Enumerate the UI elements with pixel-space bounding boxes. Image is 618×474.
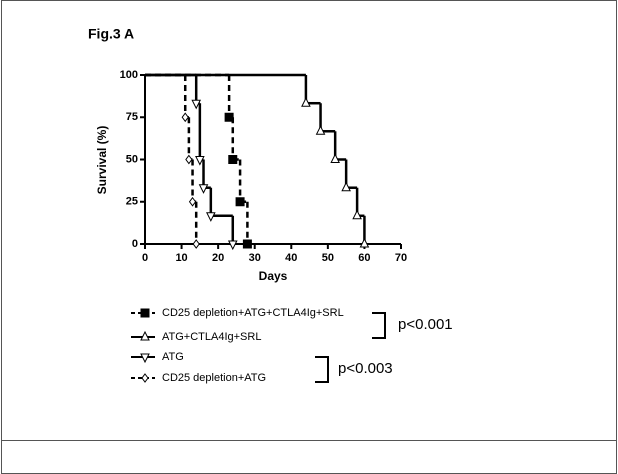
marker bbox=[141, 373, 149, 383]
legend-label: ATG bbox=[162, 351, 184, 363]
marker bbox=[195, 156, 205, 166]
marker bbox=[188, 196, 197, 207]
marker bbox=[140, 308, 150, 318]
bracket bbox=[315, 356, 329, 383]
marker bbox=[330, 153, 340, 163]
marker bbox=[206, 212, 216, 222]
x-axis-label: Days bbox=[259, 269, 288, 283]
x-tick-label: 40 bbox=[285, 252, 297, 264]
y-tick-label: 50 bbox=[126, 153, 138, 165]
marker bbox=[228, 155, 238, 164]
marker bbox=[301, 97, 311, 107]
marker bbox=[235, 197, 245, 207]
marker bbox=[198, 184, 209, 194]
x-tick-label: 20 bbox=[212, 252, 224, 264]
x-tick-label: 0 bbox=[142, 252, 148, 264]
annotation: p<0.003 bbox=[338, 360, 393, 377]
marker bbox=[352, 209, 362, 220]
marker bbox=[359, 237, 370, 248]
y-tick-label: 75 bbox=[126, 111, 138, 123]
marker bbox=[227, 240, 238, 251]
y-tick-label: 0 bbox=[132, 238, 138, 250]
x-tick-label: 60 bbox=[358, 252, 370, 264]
marker bbox=[140, 330, 150, 341]
legend-label: ATG+CTLA4Ig+SRL bbox=[162, 331, 261, 343]
x-tick-label: 70 bbox=[395, 252, 407, 264]
marker bbox=[242, 239, 252, 249]
marker bbox=[192, 239, 200, 249]
y-tick-label: 25 bbox=[126, 196, 138, 208]
legend-label: CD25 depletion+ATG bbox=[162, 372, 266, 384]
bracket bbox=[372, 312, 386, 339]
chart-title: Fig.3 A bbox=[88, 26, 134, 42]
marker bbox=[224, 112, 234, 122]
annotation: p<0.001 bbox=[398, 316, 453, 333]
x-tick-label: 10 bbox=[175, 252, 187, 264]
x-tick-label: 30 bbox=[249, 252, 261, 264]
legend-label: CD25 depletion+ATG+CTLA4Ig+SRL bbox=[162, 307, 344, 319]
marker bbox=[140, 353, 150, 364]
marker bbox=[181, 112, 189, 123]
y-tick-label: 100 bbox=[120, 69, 138, 81]
x-tick-label: 50 bbox=[322, 252, 334, 264]
marker bbox=[185, 154, 193, 165]
marker bbox=[341, 181, 351, 192]
y-axis-label: Survival (%) bbox=[95, 126, 109, 195]
marker bbox=[191, 99, 202, 110]
marker bbox=[315, 125, 326, 135]
